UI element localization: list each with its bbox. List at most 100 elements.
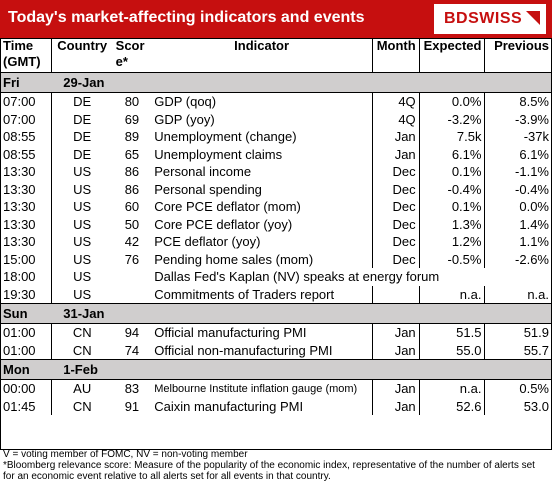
cell-score: 65 [124,146,140,162]
footnotes: V = voting member of FOMC, NV = non-voti… [3,449,549,482]
table-row: 13:30 US 86 Personal spending Dec -0.4% -0.4% [0,180,552,198]
cell-time: 01:00 [3,342,36,358]
cell-country: CN [50,397,113,415]
cell-indicator: Core PCE deflator (yoy) [154,216,293,232]
cell-time: 07:00 [3,111,36,127]
cell-expected: 55.0 [418,341,485,360]
cell-time: 19:30 [3,286,36,302]
cell-previous: 8.5% [484,92,552,111]
cell-country: DE [50,110,113,128]
table-row: 18:00 US Dallas Fed's Kaplan (NV) speaks a… [0,268,552,286]
cell-score: 60 [124,199,140,215]
col-expected: Expected [418,38,485,73]
cell-indicator: Personal spending [154,181,262,197]
cell-expected: 52.6 [418,397,485,415]
col-score: Score* [115,38,145,69]
cell-previous: 51.9 [484,323,552,342]
cell-country: US [50,198,113,216]
indicators-table: Time (GMT) Country Score* Indicator Mont… [0,38,552,415]
cell-time: 01:00 [0,323,52,342]
cell-score: 69 [124,111,140,127]
cell-previous: 55.7 [484,341,552,360]
logo-mark-icon [526,11,540,25]
cell-previous: 1.1% [484,233,552,251]
cell-month: 4Q [372,92,420,111]
cell-time: 13:30 [3,199,36,215]
cell-indicator: Caixin manufacturing PMI [154,398,304,414]
cell-time: 13:30 [3,234,36,250]
cell-country: US [50,180,113,198]
cell-previous: n.a. [484,285,552,304]
day-header-row: Sun 31-Jan [0,303,552,324]
cell-month: Dec [372,180,420,198]
table-row: 07:00 DE 69 GDP (yoy) 4Q -3.2% -3.9% [0,110,552,128]
cell-time: 08:55 [3,129,36,145]
cell-time: 08:55 [3,146,36,162]
cell-time: 07:00 [0,92,52,111]
cell-month: Jan [372,397,420,415]
cell-indicator: GDP (qoq) [151,92,373,111]
cell-expected: n.a. [418,379,485,398]
cell-score: 94 [112,323,152,342]
table-row: 19:30 US Commitments of Traders report n.a.… [0,285,552,304]
cell-country: DE [50,92,113,111]
cell-score: 42 [124,234,140,250]
cell-expected: 0.0% [418,92,485,111]
cell-month: Jan [372,341,420,360]
footnote-voting: V = voting member of FOMC, NV = non-voti… [3,449,248,460]
cell-country: CN [50,341,113,360]
cell-indicator: GDP (yoy) [154,111,215,127]
table-row: 08:55 DE 89 Unemployment (change) Jan 7.5k -37… [0,128,552,146]
day-date: 29-Jan [51,72,552,93]
day-header-row: Fri 29-Jan [0,72,552,93]
cell-time: 18:00 [3,269,36,285]
cell-country: US [50,163,113,181]
cell-expected: 0.1% [418,198,485,216]
cell-time: 15:00 [3,251,36,267]
col-country: Country [50,38,113,73]
col-indicator: Indicator [234,38,290,53]
cell-indicator: Unemployment claims [154,146,283,162]
cell-country: DE [50,128,113,146]
cell-country: CN [50,323,113,342]
cell-score: 83 [112,379,152,398]
cell-previous: 0.5% [484,379,552,398]
cell-country: US [50,250,113,268]
cell-expected: n.a. [418,285,485,304]
cell-score: 76 [124,251,140,267]
table-body: Fri 29-Jan 07:00 DE 80 GDP (qoq) 4Q 0.0% 8.5% 07:… [0,72,552,415]
table-row: 08:55 DE 65 Unemployment claims Jan 6.1% 6.1% [0,145,552,163]
header-bar: Today's market-affecting indicators and … [0,0,552,38]
cell-expected: 6.1% [418,145,485,163]
cell-score [113,268,152,286]
col-month: Month [372,38,420,73]
brand-logo: BDSWISS [434,4,546,34]
cell-month [372,285,420,304]
cell-expected: -3.2% [418,110,485,128]
cell-month: Jan [372,128,420,146]
footnote-score: *Bloomberg relevance score: Measure of t… [3,460,535,482]
cell-country: DE [50,145,113,163]
table-row: 15:00 US 76 Pending home sales (mom) Dec -0.5… [0,250,552,268]
day-header-row: Mon 1-Feb [0,359,552,380]
cell-time: 13:30 [3,181,36,197]
cell-country: US [50,233,113,251]
cell-time: 01:45 [3,398,36,414]
cell-time: 13:30 [3,164,36,180]
cell-previous: -37k [484,128,552,146]
table-row: 01:45 CN 91 Caixin manufacturing PMI Jan 52.6… [0,397,552,415]
cell-indicator: Commitments of Traders report [154,286,335,302]
day-weekday: Fri [0,72,52,93]
cell-indicator: Official manufacturing PMI [151,323,373,342]
cell-previous: 0.0% [484,198,552,216]
col-previous: Previous [484,38,552,73]
cell-score: 86 [124,181,140,197]
cell-previous: -3.9% [484,110,552,128]
cell-month: Dec [372,215,420,233]
table-row: 01:00 CN 94 Official manufacturing PMI Jan 51… [0,323,552,342]
cell-expected: 1.3% [418,215,485,233]
cell-previous: -1.1% [484,163,552,181]
day-date: 31-Jan [51,303,552,324]
cell-score: 86 [124,164,140,180]
cell-indicator: Personal income [154,164,252,180]
